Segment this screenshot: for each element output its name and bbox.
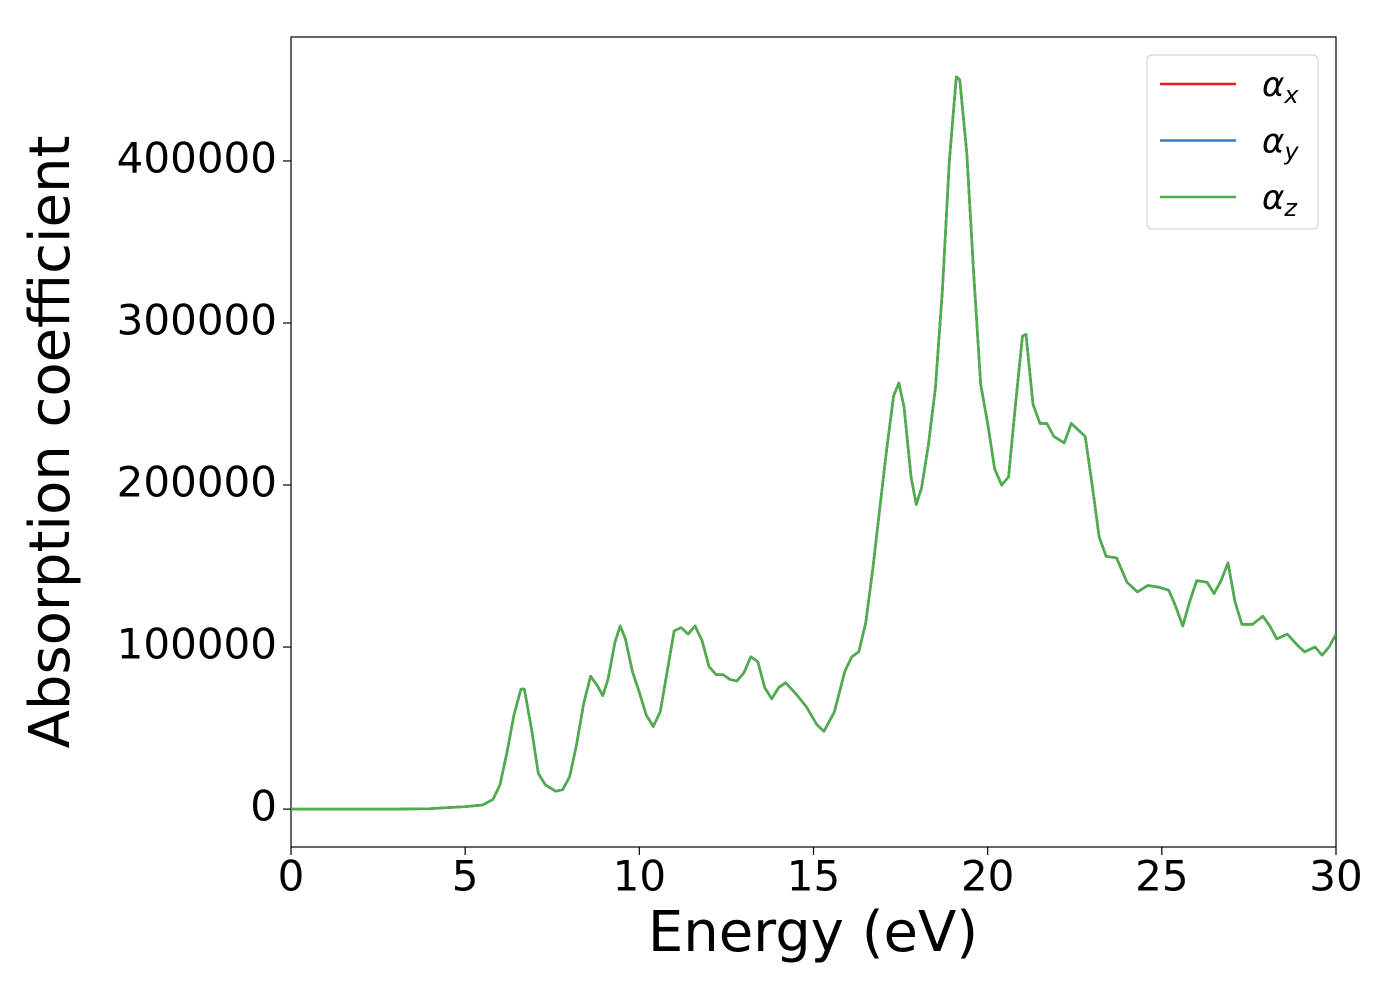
x-tick-label: 20 [961,852,1014,901]
x-tick-label: 0 [278,852,305,901]
x-axis-label: Energy (eV) [648,900,978,965]
plot-lines [291,75,1336,811]
y-axis-label: Absorption coefficient [18,136,83,749]
legend: αx αy αz [1146,54,1319,230]
y-tick-label: 200000 [117,458,277,507]
x-tick-label: 10 [613,852,666,901]
y-tick-label: 100000 [117,620,277,669]
x-tick-label: 5 [452,852,479,901]
data-line [291,75,1336,811]
x-tick-label: 25 [1135,852,1188,901]
x-tick-label: 30 [1309,852,1362,901]
x-tick-label: 15 [787,852,840,901]
legend-label: αx [1262,65,1299,109]
legend-label: αy [1262,122,1299,166]
y-tick-label: 300000 [117,295,277,344]
legend-label: αz [1262,178,1298,222]
y-tick-label: 0 [250,782,277,831]
legend-box [1146,54,1319,230]
y-tick-label: 400000 [117,133,277,182]
